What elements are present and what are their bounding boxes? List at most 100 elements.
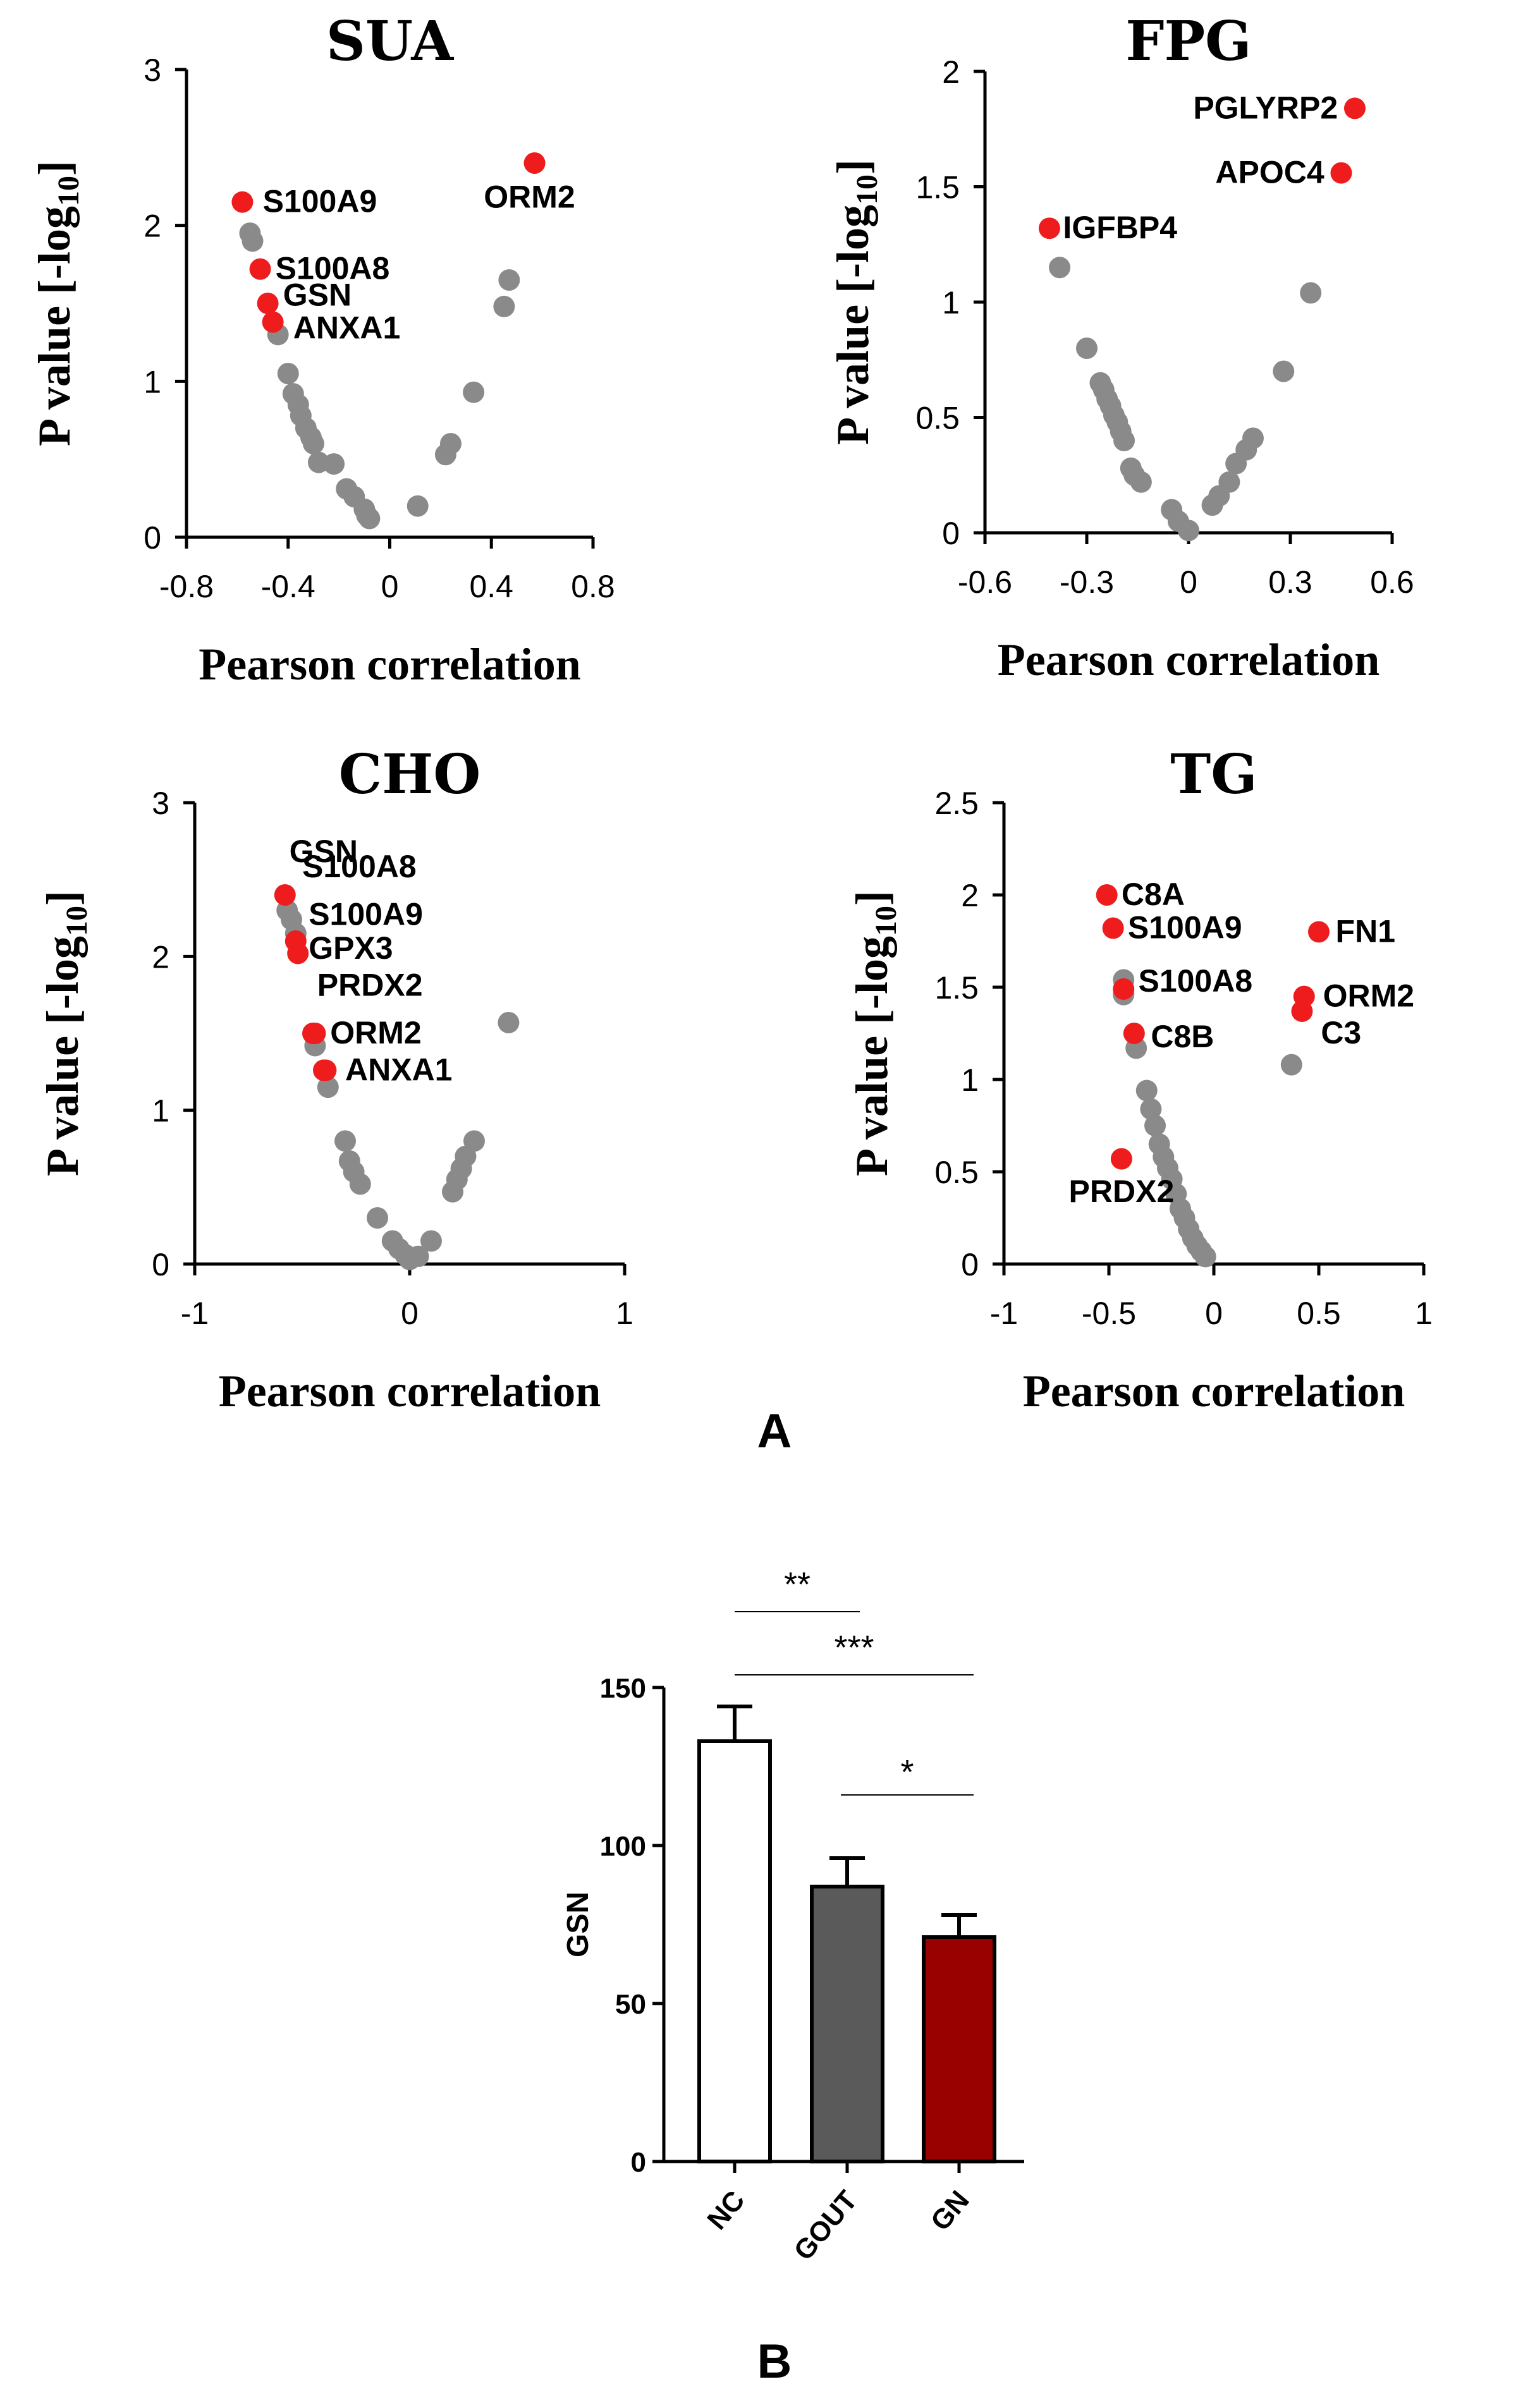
point-label: S100A8 xyxy=(1138,963,1252,999)
x-axis-label: Pearson correlation xyxy=(199,639,581,690)
y-tick-label: 1.5 xyxy=(934,970,979,1006)
data-point xyxy=(407,1245,429,1267)
y-axis-label: P value [-log10] xyxy=(828,159,884,445)
y-tick-label: 0 xyxy=(152,1247,169,1282)
x-tick-label: 0.8 xyxy=(571,569,615,604)
data-point xyxy=(498,269,520,291)
data-point xyxy=(1144,1115,1166,1136)
highlighted-point xyxy=(257,293,279,314)
y-tick-label: 3 xyxy=(152,786,169,821)
data-point xyxy=(1130,471,1152,493)
chart-title: FPG xyxy=(1125,9,1251,73)
x-tick-label: -1 xyxy=(990,1296,1018,1331)
x-tick-label: -0.4 xyxy=(261,569,315,604)
point-label: IGFBP4 xyxy=(1063,210,1177,245)
data-point xyxy=(1280,1054,1302,1076)
y-tick-label: 1 xyxy=(152,1093,169,1129)
y-tick-label: 0.5 xyxy=(934,1155,979,1190)
data-point xyxy=(367,1207,388,1229)
bar-gn xyxy=(922,1935,996,2163)
y-tick-label: 2 xyxy=(144,209,161,244)
y-tick-label: 1 xyxy=(961,1062,979,1098)
y-tick-label: 1 xyxy=(144,364,161,399)
point-label: GSN xyxy=(290,834,358,869)
x-tick-label: 0.4 xyxy=(469,569,513,604)
highlighted-point xyxy=(1110,1148,1132,1170)
bar-gout xyxy=(810,1885,884,2163)
data-point xyxy=(498,1011,520,1033)
bar-nc xyxy=(697,1739,772,2163)
point-label: GSN xyxy=(283,277,352,313)
y-tick-label: 150 xyxy=(600,1673,646,1704)
y-tick-label: 0.5 xyxy=(915,401,960,436)
y-axis-label: GSN xyxy=(561,1892,595,1957)
highlighted-point xyxy=(249,258,271,280)
data-point xyxy=(1242,427,1264,449)
y-axis-label: P value [-log10] xyxy=(37,891,94,1176)
data-point xyxy=(1194,1246,1216,1268)
y-tick-label: 0 xyxy=(144,520,161,556)
data-point xyxy=(1273,360,1295,382)
point-label: FN1 xyxy=(1336,913,1395,949)
y-tick-label: 1 xyxy=(942,285,960,320)
y-tick-label: 2 xyxy=(152,939,169,975)
x-tick-label: 0.5 xyxy=(1297,1296,1341,1331)
highlighted-point xyxy=(1123,1023,1145,1044)
x-tick-label: 1 xyxy=(616,1296,633,1331)
highlighted-point xyxy=(1102,917,1124,939)
volcano-plot-sua: SUA 0 1 2 3 -0.8 -0.4 0 0.4 0.8 Pearson correlatio… xyxy=(29,9,615,690)
point-label: GPX3 xyxy=(309,930,393,966)
panel-a-label: A xyxy=(757,1404,792,1458)
x-tick-label: NC xyxy=(701,2185,750,2235)
point-label: PRDX2 xyxy=(317,968,423,1003)
significance-label: *** xyxy=(834,1629,874,1667)
data-point xyxy=(1135,1079,1158,1102)
data-point xyxy=(1218,471,1240,493)
data-point xyxy=(334,1130,356,1152)
x-tick-label: 0 xyxy=(1180,564,1197,600)
chart-title: SUA xyxy=(326,9,454,73)
y-tick-label: 3 xyxy=(144,52,161,88)
point-label: PRDX2 xyxy=(1069,1174,1175,1209)
data-point xyxy=(463,381,485,403)
highlighted-point xyxy=(274,884,296,906)
highlighted-point xyxy=(304,1023,326,1044)
highlighted-point xyxy=(262,311,284,333)
point-label: ANXA1 xyxy=(345,1052,452,1087)
point-label: ANXA1 xyxy=(293,310,400,345)
x-tick-label: GN xyxy=(925,2185,976,2237)
x-tick-label: -0.8 xyxy=(159,569,214,604)
x-tick-label: 0 xyxy=(401,1296,419,1331)
y-axis-label: P value [-log10] xyxy=(29,161,85,446)
chart-title: TG xyxy=(1170,743,1257,806)
point-label: S100A8 xyxy=(302,849,417,884)
highlighted-point xyxy=(1330,162,1352,184)
volcano-plot-tg: TG 0 0.5 1 1.5 2 2.5 -1 -0.5 0 0.5 1 Pearson correla… xyxy=(847,743,1433,1416)
panel-b-label: B xyxy=(757,2335,792,2388)
data-point xyxy=(1049,257,1071,279)
y-tick-label: 0 xyxy=(961,1247,979,1282)
point-label: C8B xyxy=(1151,1019,1214,1054)
x-axis-label: Pearson correlation xyxy=(998,635,1380,685)
y-tick-label: 0 xyxy=(631,2147,646,2178)
y-tick-label: 50 xyxy=(615,1989,646,2020)
point-label: C8A xyxy=(1122,877,1185,912)
highlighted-point xyxy=(315,1059,337,1081)
y-tick-label: 0 xyxy=(942,516,960,551)
x-tick-label: 0 xyxy=(381,569,399,604)
x-tick-label: 0.6 xyxy=(1370,564,1414,600)
data-point xyxy=(463,1130,485,1152)
data-point xyxy=(1140,1098,1162,1120)
point-label: S100A8 xyxy=(276,251,390,286)
y-axis-label: P value [-log10] xyxy=(847,891,903,1176)
volcano-plot-cho: CHO 0 1 2 3 -1 0 1 Pearson correlation P value [-… xyxy=(37,743,633,1416)
volcano-plot-fpg: FPG 0 0.5 1 1.5 2 -0.6 -0.3 0 0.3 0.6 Pearson corre… xyxy=(828,9,1414,685)
point-label: S100A9 xyxy=(309,897,423,932)
y-tick-label: 2.5 xyxy=(934,786,979,821)
data-point xyxy=(1300,282,1322,304)
point-label: PGLYRP2 xyxy=(1193,90,1338,125)
highlighted-point xyxy=(1096,884,1118,906)
data-point xyxy=(323,453,345,475)
highlighted-point xyxy=(1308,921,1330,943)
